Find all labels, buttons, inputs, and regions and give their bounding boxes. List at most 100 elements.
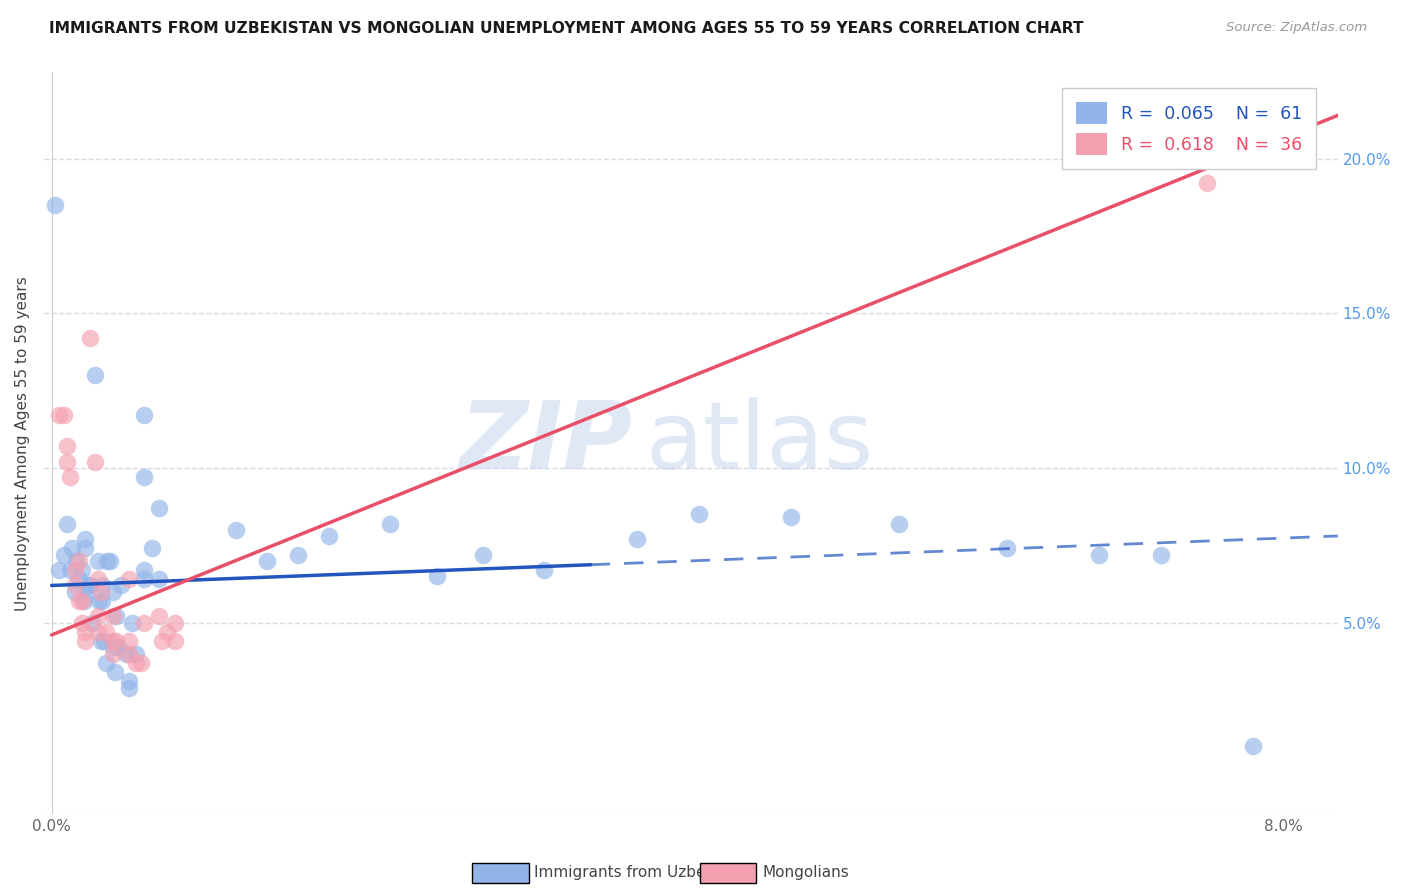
Point: [132, 563, 155, 577]
Text: Mongolians: Mongolians: [762, 865, 849, 880]
Point: [60, 541, 83, 556]
Point: [94, 624, 117, 639]
Point: [56, 455, 79, 469]
Point: [44, 198, 66, 212]
Point: [48, 563, 70, 577]
Point: [103, 647, 125, 661]
Point: [103, 640, 125, 655]
Point: [72, 594, 94, 608]
Y-axis label: Unemployment Among Ages 55 to 59 years: Unemployment Among Ages 55 to 59 years: [15, 276, 30, 611]
Point: [129, 656, 152, 670]
Point: [121, 615, 143, 630]
Point: [148, 501, 170, 516]
Point: [59, 470, 82, 484]
Point: [117, 572, 139, 586]
Point: [77, 578, 100, 592]
Point: [688, 508, 710, 522]
Point: [56, 516, 79, 531]
Point: [318, 529, 340, 543]
Point: [90, 634, 112, 648]
Point: [110, 578, 132, 592]
Point: [75, 624, 97, 639]
Point: [107, 640, 129, 655]
Point: [148, 572, 170, 586]
Text: Immigrants from Uzbekistan: Immigrants from Uzbekistan: [534, 865, 752, 880]
Point: [117, 647, 139, 661]
Point: [105, 634, 128, 648]
Point: [426, 569, 449, 583]
Point: [117, 634, 139, 648]
Point: [125, 656, 148, 670]
Point: [75, 634, 97, 648]
Point: [1149, 548, 1171, 562]
Point: [79, 331, 101, 345]
Point: [94, 656, 117, 670]
Point: [48, 409, 70, 423]
Point: [114, 647, 136, 661]
Point: [380, 516, 402, 531]
Point: [471, 548, 494, 562]
Point: [56, 439, 79, 453]
Point: [887, 516, 910, 531]
Point: [163, 634, 186, 648]
Point: [287, 548, 309, 562]
Point: [83, 368, 105, 383]
Point: [103, 634, 125, 648]
Point: [76, 584, 98, 599]
Point: [626, 532, 648, 546]
Point: [1088, 548, 1111, 562]
Point: [90, 584, 112, 599]
Point: [67, 554, 90, 568]
Point: [995, 541, 1018, 556]
Point: [80, 615, 103, 630]
Point: [148, 609, 170, 624]
Point: [87, 554, 110, 568]
Point: [91, 594, 114, 608]
Text: Source: ZipAtlas.com: Source: ZipAtlas.com: [1226, 21, 1367, 34]
Point: [67, 572, 90, 586]
Point: [1195, 177, 1218, 191]
Point: [89, 594, 111, 608]
Point: [87, 609, 110, 624]
Point: [93, 634, 115, 648]
Text: ZIP: ZIP: [460, 397, 633, 489]
Point: [67, 594, 90, 608]
Point: [132, 470, 155, 484]
Point: [152, 634, 174, 648]
Point: [73, 594, 96, 608]
Point: [96, 554, 118, 568]
Point: [125, 647, 148, 661]
Point: [533, 563, 555, 577]
Point: [1241, 739, 1264, 754]
Point: [98, 554, 121, 568]
Point: [141, 541, 163, 556]
Point: [117, 674, 139, 689]
Point: [87, 624, 110, 639]
Point: [103, 584, 125, 599]
Point: [75, 541, 97, 556]
Point: [91, 578, 114, 592]
Point: [780, 510, 803, 524]
Point: [87, 572, 110, 586]
Point: [79, 578, 101, 592]
Point: [132, 409, 155, 423]
Point: [59, 563, 82, 577]
Text: atlas: atlas: [645, 397, 873, 489]
Point: [75, 532, 97, 546]
Point: [83, 455, 105, 469]
Point: [63, 584, 86, 599]
Point: [117, 681, 139, 695]
Point: [104, 665, 127, 679]
Point: [72, 615, 94, 630]
Point: [63, 578, 86, 592]
Point: [132, 615, 155, 630]
Point: [52, 548, 75, 562]
Point: [225, 523, 247, 537]
Point: [72, 563, 94, 577]
Point: [132, 572, 155, 586]
Point: [103, 609, 125, 624]
Point: [256, 554, 278, 568]
Point: [52, 409, 75, 423]
Legend: R =  0.065    N =  61, R =  0.618    N =  36: R = 0.065 N = 61, R = 0.618 N = 36: [1062, 88, 1316, 169]
Point: [65, 554, 87, 568]
